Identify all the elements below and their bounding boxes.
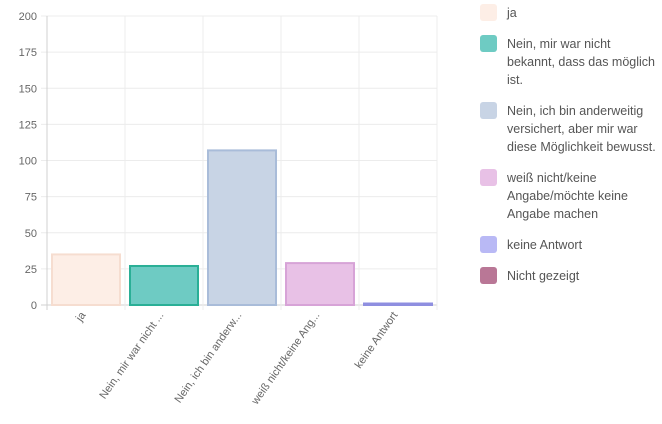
x-tick-label: Nein, mir war nicht ... [97,310,166,402]
legend-label: ja [507,6,517,20]
legend-swatch [480,4,497,21]
legend-label: keine Antwort [507,238,583,252]
x-tick-label: weiß nicht/keine Ang... [249,310,323,408]
y-tick-label: 25 [25,264,37,276]
legend-swatch [480,35,497,52]
legend-swatch [480,169,497,186]
y-tick-label: 175 [19,47,37,59]
x-tick-label: ja [73,309,89,324]
legend-swatch [480,236,497,253]
bar [51,253,121,307]
legend-label: Nein, ich bin anderweitig versichert, ab… [507,104,656,154]
bar [285,262,355,306]
legend-label: Nicht gezeigt [507,269,580,283]
y-tick-label: 0 [31,300,37,312]
y-axis-ticks: 0 25 50 75 100 125 150 175 200 [19,11,37,312]
legend-label: weiß nicht/keine Angabe/möchte keine Ang… [507,171,628,221]
bar [207,149,277,306]
y-tick-label: 50 [25,228,37,240]
bar [129,264,199,306]
y-tick-label: 75 [25,192,37,204]
legend-item[interactable]: Nicht gezeigt [480,267,660,285]
legend-swatch [480,102,497,119]
y-tick-label: 100 [19,156,37,168]
y-tick-label: 125 [19,119,37,131]
x-axis-ticks: ja Nein, mir war nicht ... Nein, ich bin a… [73,309,400,408]
legend-label: Nein, mir war nicht bekannt, dass das mö… [507,37,656,87]
x-tick-label: Nein, ich bin anderw... [173,310,245,406]
bar [363,302,433,306]
legend-item[interactable]: keine Antwort [480,236,660,254]
legend-item[interactable]: Nein, ich bin anderweitig versichert, ab… [480,102,660,156]
legend: ja Nein, mir war nicht bekannt, dass das … [480,4,660,285]
legend-item[interactable]: weiß nicht/keine Angabe/möchte keine Ang… [480,169,660,223]
bars [51,149,433,307]
legend-item[interactable]: ja [480,4,660,22]
x-tick-label: keine Antwort [353,310,401,371]
y-tick-label: 150 [19,83,37,95]
legend-swatch [480,267,497,284]
y-tick-label: 200 [19,11,37,23]
legend-item[interactable]: Nein, mir war nicht bekannt, dass das mö… [480,35,660,89]
